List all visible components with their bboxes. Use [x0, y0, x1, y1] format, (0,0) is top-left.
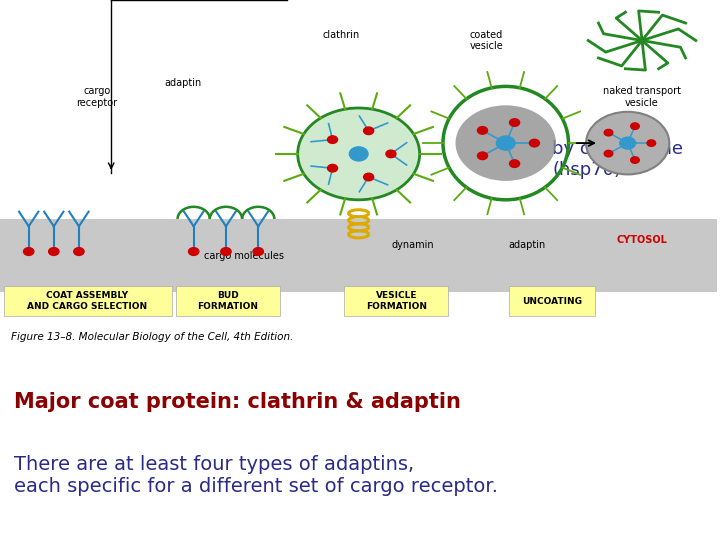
Circle shape — [328, 136, 338, 144]
Circle shape — [189, 248, 199, 255]
Circle shape — [620, 137, 636, 149]
Circle shape — [510, 160, 520, 167]
Circle shape — [253, 248, 264, 255]
Text: cargo
receptor: cargo receptor — [76, 86, 117, 108]
Circle shape — [586, 112, 670, 174]
Text: clathrin: clathrin — [322, 30, 359, 40]
Text: COAT ASSEMBLY
AND CARGO SELECTION: COAT ASSEMBLY AND CARGO SELECTION — [27, 292, 148, 310]
Circle shape — [456, 105, 556, 181]
Circle shape — [386, 150, 396, 158]
Circle shape — [73, 248, 84, 255]
Text: adaptin: adaptin — [164, 78, 202, 89]
Circle shape — [510, 119, 520, 126]
FancyBboxPatch shape — [0, 0, 717, 319]
Circle shape — [477, 126, 487, 134]
FancyBboxPatch shape — [344, 286, 449, 316]
Circle shape — [328, 164, 338, 172]
Circle shape — [477, 152, 487, 160]
Circle shape — [49, 248, 59, 255]
Circle shape — [349, 147, 368, 161]
FancyBboxPatch shape — [509, 286, 595, 316]
Text: by charperone
(hsp70): by charperone (hsp70) — [552, 140, 683, 179]
Text: Major coat protein: clathrin & adaptin: Major coat protein: clathrin & adaptin — [14, 392, 462, 413]
Text: Figure 13–8. Molecular Biology of the Cell, 4th Edition.: Figure 13–8. Molecular Biology of the Ce… — [11, 333, 293, 342]
Text: naked transport
vesicle: naked transport vesicle — [603, 86, 681, 108]
Circle shape — [647, 140, 656, 146]
FancyBboxPatch shape — [0, 219, 717, 292]
Circle shape — [604, 150, 613, 157]
Circle shape — [631, 157, 639, 163]
Circle shape — [496, 136, 515, 150]
Text: adaptin: adaptin — [508, 240, 546, 251]
Text: coated
vesicle: coated vesicle — [470, 30, 503, 51]
Circle shape — [529, 139, 539, 147]
FancyBboxPatch shape — [176, 286, 280, 316]
Text: BUD
FORMATION: BUD FORMATION — [197, 292, 258, 310]
Text: There are at least four types of adaptins,
each specific for a different set of : There are at least four types of adaptin… — [14, 455, 498, 496]
Circle shape — [24, 248, 34, 255]
Text: CYTOSOL: CYTOSOL — [616, 235, 667, 245]
Circle shape — [297, 108, 420, 200]
Text: VESICLE
FORMATION: VESICLE FORMATION — [366, 292, 427, 310]
Text: cargo molecules: cargo molecules — [204, 251, 284, 261]
Text: UNCOATING: UNCOATING — [522, 296, 582, 306]
FancyBboxPatch shape — [4, 286, 172, 316]
Circle shape — [604, 130, 613, 136]
Circle shape — [631, 123, 639, 130]
Circle shape — [364, 173, 374, 181]
Circle shape — [364, 127, 374, 134]
Circle shape — [221, 248, 231, 255]
Text: dynamin: dynamin — [391, 240, 433, 251]
